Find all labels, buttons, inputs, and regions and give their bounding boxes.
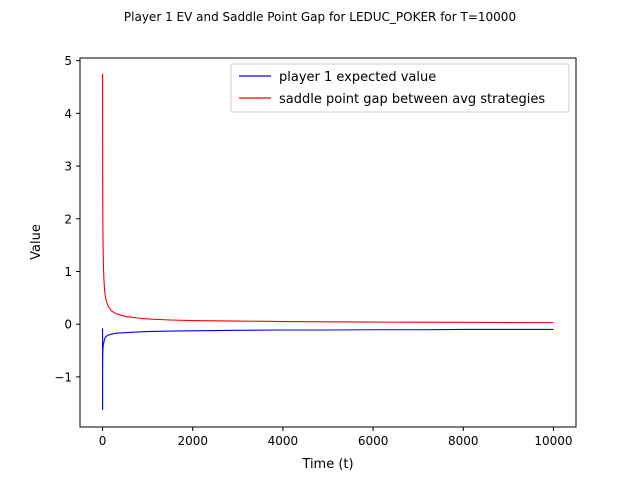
x-axis-ticks: 0 2000 4000 6000 8000 10000: [99, 427, 573, 448]
x-tick-label: 6000: [358, 434, 389, 448]
y-tick-label: 0: [64, 318, 72, 332]
x-tick-label: 8000: [448, 434, 479, 448]
y-tick-label: 3: [64, 160, 72, 174]
y-tick-label: 1: [64, 265, 72, 279]
x-tick-label: 0: [99, 434, 107, 448]
y-tick-label: 2: [64, 212, 72, 226]
axes-frame: [79, 57, 577, 428]
y-axis-label: Value: [29, 224, 44, 260]
plot-lines: [102, 73, 554, 411]
y-tick-label: 4: [64, 107, 72, 121]
x-tick-label: 2000: [177, 434, 208, 448]
series-line-saddle-point-gap-between-avg-strategies: [102, 73, 554, 324]
x-tick-label: 4000: [268, 434, 299, 448]
x-axis-label: Time (t): [301, 457, 353, 472]
legend-label-player-1-ev: player 1 expected value: [279, 70, 436, 85]
legend: player 1 expected value saddle point gap…: [230, 63, 570, 113]
y-axis-ticks: −1 0 1 2 3 4 5: [54, 54, 80, 384]
y-tick-label: 5: [64, 54, 72, 68]
legend-label-saddle-point-gap: saddle point gap between avg strategies: [279, 92, 545, 107]
x-tick-label: 10000: [534, 434, 572, 448]
series-line-player-1-expected-value: [102, 328, 554, 411]
y-tick-label: −1: [54, 370, 72, 384]
chart-title: Player 1 EV and Saddle Point Gap for LED…: [124, 10, 516, 24]
legend-box: [230, 63, 570, 113]
